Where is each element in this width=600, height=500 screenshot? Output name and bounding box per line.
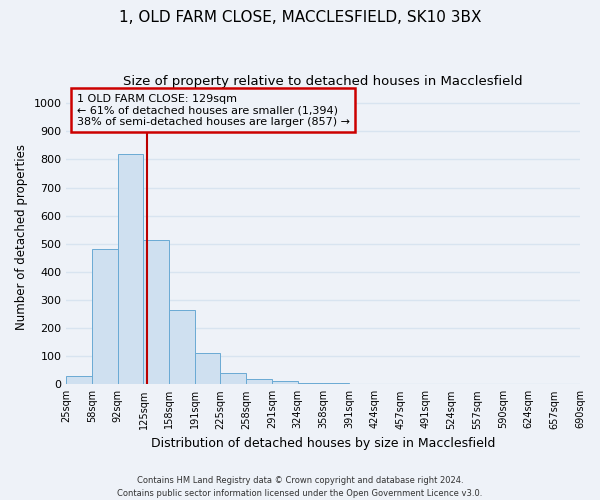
Text: 1 OLD FARM CLOSE: 129sqm
← 61% of detached houses are smaller (1,394)
38% of sem: 1 OLD FARM CLOSE: 129sqm ← 61% of detach…: [77, 94, 350, 127]
Bar: [195, 354, 220, 384]
Bar: [323, 383, 349, 384]
Bar: [246, 378, 272, 384]
Text: 1, OLD FARM CLOSE, MACCLESFIELD, SK10 3BX: 1, OLD FARM CLOSE, MACCLESFIELD, SK10 3B…: [119, 10, 481, 25]
Bar: [92, 250, 118, 384]
Title: Size of property relative to detached houses in Macclesfield: Size of property relative to detached ho…: [124, 75, 523, 88]
Bar: [272, 382, 298, 384]
Bar: [118, 154, 143, 384]
Bar: [67, 376, 92, 384]
Bar: [143, 240, 169, 384]
X-axis label: Distribution of detached houses by size in Macclesfield: Distribution of detached houses by size …: [151, 437, 496, 450]
Bar: [220, 373, 246, 384]
Bar: [169, 310, 195, 384]
Bar: [298, 383, 323, 384]
Text: Contains HM Land Registry data © Crown copyright and database right 2024.
Contai: Contains HM Land Registry data © Crown c…: [118, 476, 482, 498]
Y-axis label: Number of detached properties: Number of detached properties: [15, 144, 28, 330]
